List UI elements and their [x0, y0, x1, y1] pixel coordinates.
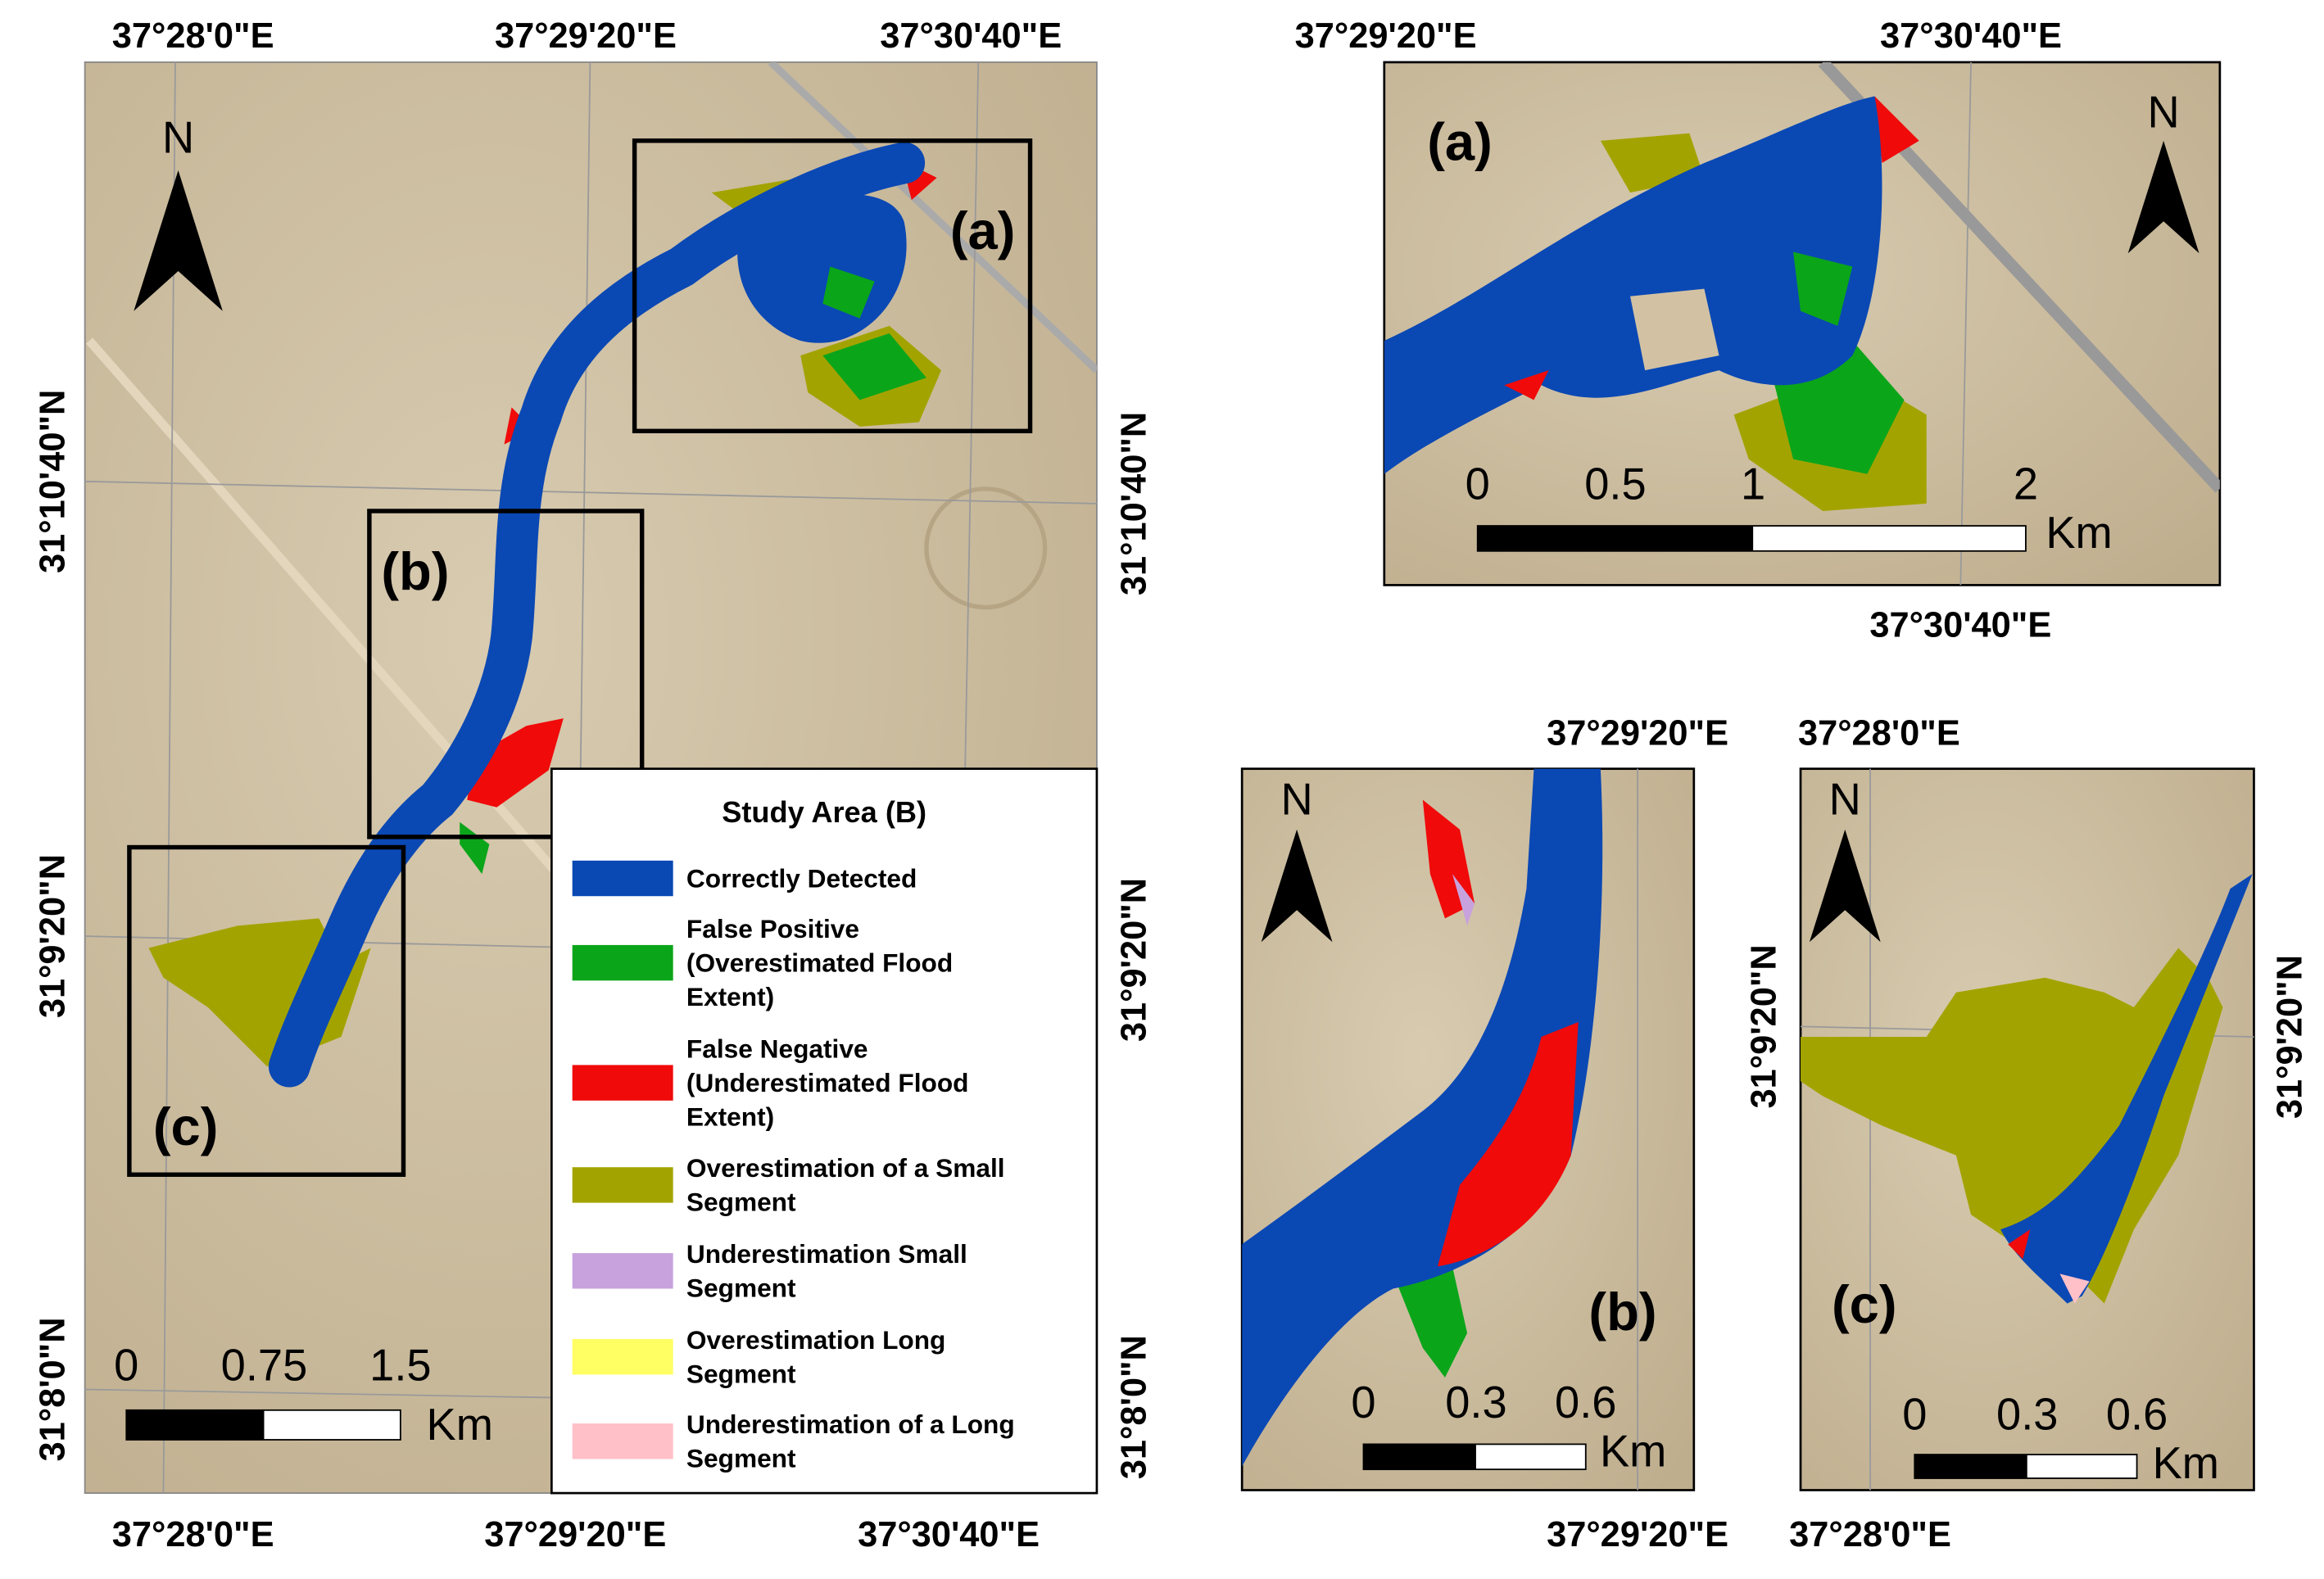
- inset-label: (b): [381, 541, 449, 601]
- scale-bar-fill: [1363, 1444, 1476, 1470]
- legend-label-line: Segment: [686, 1273, 796, 1302]
- coord-label: 37°28'0"E: [112, 1515, 274, 1554]
- coord-label: 31°9'20"N: [33, 854, 72, 1018]
- scale-label: 0.5: [1584, 460, 1646, 509]
- legend-label-line: Overestimation of a Small: [686, 1153, 1005, 1183]
- legend-swatch: [572, 1253, 673, 1289]
- map-features: [1384, 61, 2220, 586]
- legend-label-line: Underestimation of a Long: [686, 1409, 1015, 1439]
- coord-label: 31°10'40"N: [33, 390, 72, 573]
- scale-label: 1.5: [369, 1341, 431, 1391]
- coord-label: 37°30'40"E: [1880, 16, 2062, 56]
- north-label: N: [2148, 88, 2180, 138]
- panel-label: (a): [1427, 111, 1493, 171]
- scale-bar-fill: [1477, 526, 1754, 551]
- coord-label: 31°9'20"N: [1115, 878, 1154, 1042]
- legend-label-line: Segment: [686, 1443, 796, 1473]
- coord-label: 37°30'40"E: [880, 16, 1062, 56]
- scale-label: 0.3: [1445, 1378, 1506, 1427]
- legend-label-line: Overestimation Long: [686, 1325, 945, 1355]
- legend-label-line: False Positive: [686, 914, 859, 943]
- coord-label: 31°8'0"N: [1115, 1335, 1154, 1479]
- inset-box: [367, 509, 645, 839]
- north-label: N: [1280, 776, 1312, 825]
- panel-c: (c) N 0 0.3 0.6 Km 37°28'0"E 37°28'0"E 3…: [1744, 714, 2309, 1554]
- coord-label: 31°8'0"N: [33, 1317, 72, 1461]
- scale-label: 0: [1351, 1378, 1375, 1427]
- panel-label: (b): [1588, 1282, 1656, 1341]
- inset-label: (c): [153, 1097, 219, 1156]
- coord-label: 37°29'20"E: [1547, 1515, 1728, 1554]
- coord-label: 37°29'20"E: [1547, 714, 1728, 753]
- legend-label-line: (Overestimated Flood: [686, 948, 953, 977]
- coord-label: 31°9'20"N: [1744, 944, 1783, 1108]
- legend-label: Correctly Detected: [686, 863, 917, 893]
- coord-label: 37°30'40"E: [1869, 606, 2051, 645]
- panel-a: (a) N 0 0.5 1 2 Km 37°29'20"E 37°30'40"E…: [1295, 16, 2222, 645]
- legend-label: Underestimation Small Segment: [686, 1239, 967, 1303]
- scale-bar-fill: [1914, 1455, 2027, 1479]
- scale-label: 0.6: [1555, 1378, 1616, 1427]
- scale-label: 1: [1741, 460, 1765, 509]
- legend-swatch: [572, 944, 673, 981]
- coord-label: 31°9'20"N: [2270, 955, 2309, 1119]
- north-label: N: [1829, 776, 1861, 825]
- legend-label-line: False Negative: [686, 1034, 868, 1063]
- map-features: [1801, 768, 2254, 1491]
- scale-bar-fill: [126, 1409, 265, 1440]
- coord-label: 37°29'20"E: [484, 1515, 666, 1554]
- legend-label-line: Correctly Detected: [686, 863, 917, 893]
- coord-label: 37°30'40"E: [858, 1515, 1040, 1554]
- scale-label: 0.75: [221, 1341, 308, 1391]
- coord-label: 31°10'40"N: [1115, 412, 1154, 595]
- coord-label: 37°29'20"E: [1295, 16, 1477, 56]
- scale-label: 0.6: [2106, 1390, 2168, 1439]
- coord-label: 37°28'0"E: [112, 16, 274, 56]
- inset-label: (a): [950, 201, 1016, 260]
- coord-label: 37°28'0"E: [1789, 1515, 1951, 1554]
- legend-label-line: Underestimation Small: [686, 1239, 967, 1269]
- panel-label: (c): [1832, 1274, 1897, 1334]
- legend-swatch: [572, 1339, 673, 1375]
- legend-label: Underestimation of a Long Segment: [686, 1409, 1015, 1473]
- scale-unit: Km: [427, 1400, 493, 1450]
- scale-label: 0: [1466, 460, 1490, 509]
- scale-label: 2: [2014, 460, 2038, 509]
- scale-unit: Km: [1600, 1427, 1666, 1477]
- legend-swatch: [572, 860, 673, 897]
- coord-label: 37°28'0"E: [1798, 714, 1960, 753]
- legend-label: False Negative (Underestimated Flood Exten…: [686, 1034, 969, 1131]
- legend-label: Overestimation Long Segment: [686, 1325, 945, 1389]
- panel-b: (b) N 0 0.3 0.6 Km 37°29'20"E 37°29'20"E: [1240, 714, 1728, 1554]
- legend-swatch: [572, 1065, 673, 1101]
- legend-label: Overestimation of a Small Segment: [686, 1153, 1005, 1217]
- legend-label-line: Segment: [686, 1359, 796, 1388]
- legend-label: False Positive (Overestimated Flood Extent…: [686, 914, 953, 1011]
- scale-unit: Km: [2045, 509, 2112, 558]
- north-label: N: [162, 113, 194, 162]
- coord-label: 37°29'20"E: [495, 16, 677, 56]
- legend-swatch: [572, 1423, 673, 1459]
- scale-label: 0: [1902, 1390, 1927, 1439]
- legend-label-line: (Underestimated Flood: [686, 1068, 969, 1097]
- legend-label-line: Segment: [686, 1188, 796, 1217]
- scale-label: 0: [114, 1341, 138, 1391]
- legend: Study Area (B) Correctly Detected False P…: [550, 767, 1099, 1495]
- scale-unit: Km: [2153, 1439, 2219, 1488]
- scale-label: 0.3: [1996, 1390, 2058, 1439]
- map-features: [1242, 768, 1638, 1491]
- legend-swatch: [572, 1167, 673, 1203]
- legend-title: Study Area (B): [722, 795, 926, 829]
- inset-box: [127, 844, 406, 1177]
- legend-label-line: Extent): [686, 982, 774, 1011]
- legend-label-line: Extent): [686, 1102, 774, 1132]
- inset-box: [632, 138, 1033, 434]
